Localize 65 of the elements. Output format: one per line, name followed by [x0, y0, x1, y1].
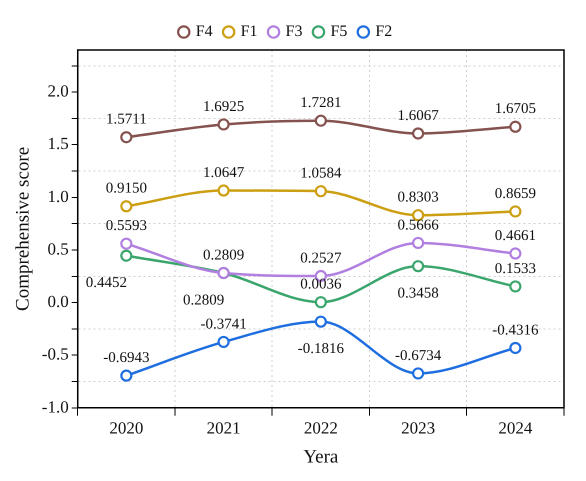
point: [412, 236, 424, 250]
data-label: 1.0647: [202, 164, 245, 181]
y-tick-label: -1.0: [42, 397, 69, 416]
point: [509, 120, 522, 133]
y-tick-label: 1.5: [47, 134, 69, 154]
point: [509, 280, 522, 293]
x-tick-label: 2022: [304, 418, 338, 438]
data-label: 0.5666: [397, 217, 440, 234]
y-axis-title: Comprehensive score: [12, 146, 34, 311]
x-tick-label: 2021: [206, 418, 241, 438]
data-label: 0.9150: [106, 180, 147, 197]
x-tick-label: 2024: [498, 418, 533, 438]
x-tick-label: 2023: [401, 418, 436, 438]
point: [218, 184, 230, 197]
data-label: 0.4661: [494, 228, 536, 244]
point: [120, 250, 132, 262]
point: [120, 370, 132, 382]
point: [314, 316, 327, 328]
legend-label: F2: [375, 23, 392, 40]
data-label: 1.6925: [202, 98, 244, 115]
y-tick-label: 2.0: [47, 82, 69, 101]
x-tick-label: 2020: [109, 418, 144, 438]
y-tick-label: 1.0: [47, 186, 69, 206]
point: [218, 118, 230, 131]
data-label: -0.4316: [492, 322, 539, 338]
data-label: 0.1533: [494, 260, 536, 277]
point: [509, 205, 522, 218]
data-label: 0.0036: [300, 276, 342, 293]
data-label: 0.4452: [86, 275, 127, 292]
data-label: 1.6705: [494, 101, 536, 118]
x-axis-title: Yera: [303, 446, 339, 468]
data-label: 0.2527: [300, 250, 342, 266]
data-label: 0.2809: [182, 292, 224, 308]
point: [314, 114, 327, 127]
data-label: -0.3741: [200, 316, 247, 332]
data-label: -0.6943: [103, 350, 150, 366]
data-label: 1.5711: [106, 112, 147, 128]
data-label: 0.8303: [397, 190, 439, 206]
legend-label: F3: [286, 23, 302, 40]
point: [314, 185, 327, 198]
data-label: 1.6067: [397, 108, 440, 124]
point: [120, 200, 132, 212]
point: [120, 131, 132, 144]
data-label: 1.7281: [300, 95, 342, 112]
data-label: 0.2809: [202, 247, 244, 264]
point: [218, 336, 230, 348]
legend-label: F1: [240, 23, 258, 40]
data-label: -0.1816: [298, 341, 344, 358]
data-label: 0.8659: [494, 186, 536, 202]
data-label: 0.5593: [106, 218, 147, 234]
data-label: 0.3458: [397, 286, 439, 302]
point: [509, 342, 522, 354]
point: [314, 296, 327, 308]
legend-label: F4: [196, 23, 213, 40]
point: [412, 127, 424, 140]
y-tick-label: -0.5: [42, 344, 69, 364]
point: [412, 367, 424, 380]
legend-label: F5: [330, 23, 348, 40]
point: [509, 247, 522, 260]
point: [412, 260, 424, 272]
data-label: 1.0584: [300, 166, 342, 182]
y-tick-label: 0.5: [47, 239, 69, 258]
data-label: -0.6734: [394, 348, 442, 364]
point: [120, 238, 132, 250]
y-tick-label: 0.0: [47, 292, 69, 312]
